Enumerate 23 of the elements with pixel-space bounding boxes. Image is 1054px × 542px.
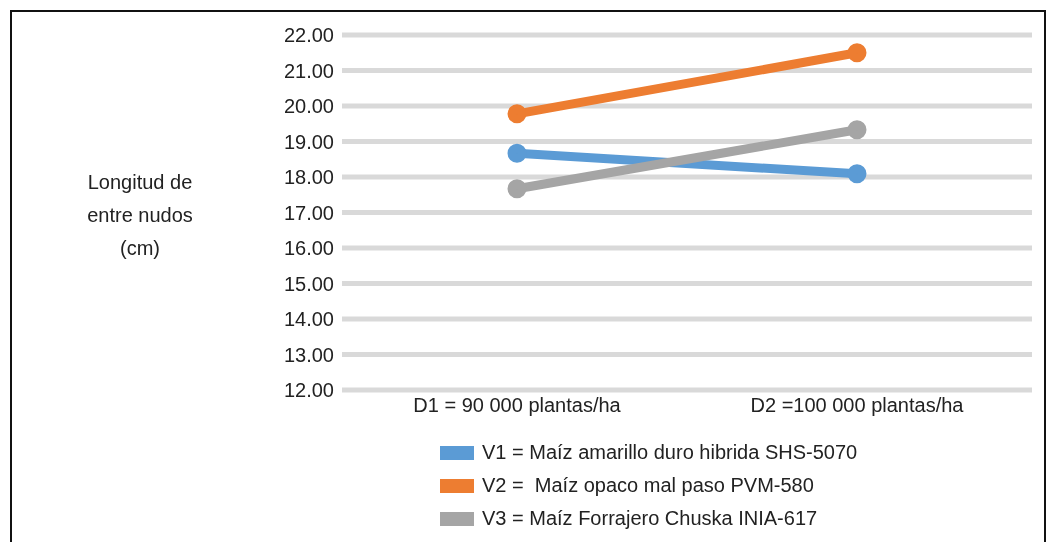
legend-label: V3 = Maíz Forrajero Chuska INIA-617 — [482, 507, 818, 530]
y-tick-label: 17.00 — [283, 201, 334, 224]
legend-label: V1 = Maíz amarillo duro hibrida SHS-5070 — [482, 441, 858, 464]
point — [847, 120, 867, 140]
point — [507, 104, 527, 124]
y-tick-label: 20.00 — [283, 95, 334, 118]
y-tick-label: 16.00 — [283, 237, 334, 260]
point — [507, 179, 527, 199]
y-tick-label: 21.00 — [283, 59, 334, 82]
y-axis-title: Longitud de entre nudos (cm) — [86, 170, 194, 261]
y-tick-label: 18.00 — [283, 166, 334, 189]
y-tick-label: 13.00 — [283, 343, 334, 366]
point — [847, 164, 867, 184]
x-tick-label: D1 = 90 000 plantas/ha — [413, 394, 622, 417]
point — [847, 43, 867, 63]
legend-label: V2 = Maíz opaco mal paso PVM-580 — [482, 474, 814, 497]
y-tick-label: 12.00 — [283, 379, 334, 402]
y-tick-label: 22.00 — [283, 24, 334, 47]
y-tick-label: 19.00 — [283, 130, 334, 153]
y-tick-label: 14.00 — [283, 308, 334, 331]
y-tick-label: 15.00 — [283, 272, 334, 295]
point — [507, 143, 527, 163]
x-tick-label: D2 =100 000 plantas/ha — [750, 394, 965, 417]
